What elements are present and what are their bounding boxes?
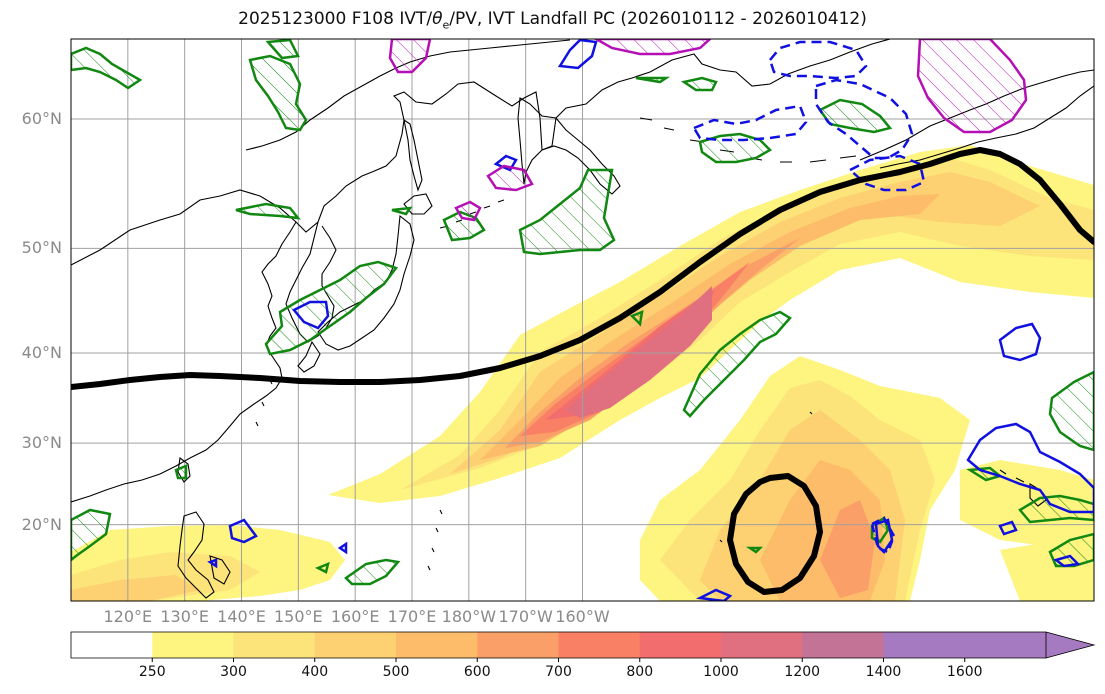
blue-contour: [814, 78, 914, 160]
blue-contour: [695, 588, 733, 601]
green-contour: [682, 310, 792, 418]
green-contour: [698, 132, 773, 164]
blue-contour: [692, 104, 808, 142]
lat-tick-label: 60°N: [21, 109, 62, 128]
magenta-contour: [454, 200, 482, 222]
green-contour: [1018, 494, 1094, 524]
colorbar-tick-label: 1000: [703, 664, 739, 680]
coast-pacific-islands: [255, 379, 813, 571]
blue-contour: [1053, 554, 1081, 568]
coast-japan-kyushu: [297, 340, 321, 373]
coast-sakhalin: [403, 118, 423, 192]
colorbar-tick-label: 250: [138, 664, 166, 680]
lon-tick-label: 180°W: [441, 607, 497, 626]
lon-tick-label: 160°E: [330, 607, 380, 626]
lat-tick-label: 30°N: [21, 433, 62, 453]
ivt-landfall-pc: [71, 147, 1094, 595]
green-contour: [745, 546, 764, 554]
lon-tick-label: 150°E: [274, 607, 323, 626]
coast-philippines: [177, 511, 231, 599]
colorbar-tick-label: 1200: [784, 664, 821, 680]
colorbar-tick-label: 800: [626, 664, 654, 680]
lon-tick-label: 140°E: [217, 607, 266, 626]
blue-contour: [337, 541, 348, 555]
blue-contour: [292, 300, 330, 330]
colorbar-segment: [558, 632, 641, 658]
colorbar-tick-label: 500: [382, 664, 410, 680]
ivt-shading-sw-core: [71, 575, 200, 601]
green-contour: [518, 168, 616, 256]
colorbar-extend-arrow: [1045, 631, 1096, 659]
magenta-contour: [593, 39, 712, 56]
ivt-shading-ar-core: [566, 286, 712, 418]
colorbar-tick-label: 600: [463, 664, 491, 680]
magenta-contour: [388, 39, 432, 74]
blue-contour: [998, 322, 1042, 362]
blue-contour: [870, 516, 896, 554]
blue-contour: [847, 154, 926, 192]
map-frame: [70, 38, 1095, 602]
colorbar-tick-label: 400: [301, 664, 329, 680]
colorbar-segment: [314, 632, 397, 658]
colorbar-segment: [233, 632, 316, 658]
colorbar-segment: [477, 632, 559, 658]
blue-contour: [557, 39, 598, 70]
pc-contour-tropical: [727, 473, 823, 595]
green-contour: [391, 206, 413, 216]
green-contour: [1048, 370, 1094, 452]
green-contour: [635, 76, 671, 84]
blue-contour: [228, 518, 258, 544]
lon-tick-label: 130°E: [160, 607, 209, 626]
colorbar-segment: [964, 632, 1047, 658]
graticule: [71, 39, 1094, 601]
magenta-contours: [388, 39, 1028, 222]
green-contour: [174, 464, 188, 480]
green-contour: [344, 558, 401, 586]
colorbar-segment: [883, 632, 966, 658]
coast-korea-peninsula: [285, 221, 337, 343]
colorbar-tick-label: 700: [545, 664, 572, 680]
colorbar-segment: [639, 632, 722, 658]
green-contour: [235, 202, 301, 220]
magenta-contour: [486, 164, 534, 192]
lon-tick-label: 160°W: [555, 607, 610, 626]
coast-japan-hokkaido: [403, 193, 433, 215]
colorbar: [70, 631, 1096, 662]
lat-tick-label: 40°N: [21, 342, 62, 362]
blue-contour: [207, 558, 218, 569]
green-contour: [71, 508, 112, 562]
green-contour: [265, 39, 300, 60]
colorbar-segment: [721, 632, 803, 658]
colorbar-segment: [152, 632, 234, 658]
blue-contour: [768, 40, 868, 80]
blue-contour: [998, 520, 1018, 536]
ivt-shading: [71, 145, 1094, 601]
lon-tick-label: 170°W: [498, 607, 553, 626]
colorbar-segment: [802, 632, 884, 658]
green-contour: [248, 54, 308, 132]
lat-tick-label: 20°N: [21, 514, 62, 534]
ivt-shading-east-patch: [960, 460, 1094, 548]
lat-tick-label: 50°N: [21, 238, 62, 258]
green-contour: [71, 46, 143, 90]
lon-tick-label: 120°E: [103, 607, 153, 626]
green-contour: [264, 260, 399, 356]
pc-contour-main: [71, 147, 1094, 390]
magenta-contour: [916, 39, 1028, 134]
green-contour: [680, 76, 718, 92]
green-contour: [629, 310, 644, 327]
colorbar-tick-label: 300: [220, 664, 247, 680]
colorbar-tick-label: 1600: [946, 664, 983, 680]
coast-alaska-peninsula: [879, 85, 1094, 169]
colorbar-tick-label: 1400: [865, 664, 902, 680]
lon-tick-label: 170°E: [387, 607, 437, 626]
map-title: 2025123000 F108 IVT/θe/PV, IVT Landfall …: [238, 9, 867, 32]
colorbar-segment: [396, 632, 478, 658]
green-contour: [818, 98, 893, 134]
blue-contour: [966, 422, 1094, 514]
blue-contours: [207, 39, 1094, 601]
green-contour: [314, 561, 330, 574]
colorbar-segment: [71, 632, 153, 658]
